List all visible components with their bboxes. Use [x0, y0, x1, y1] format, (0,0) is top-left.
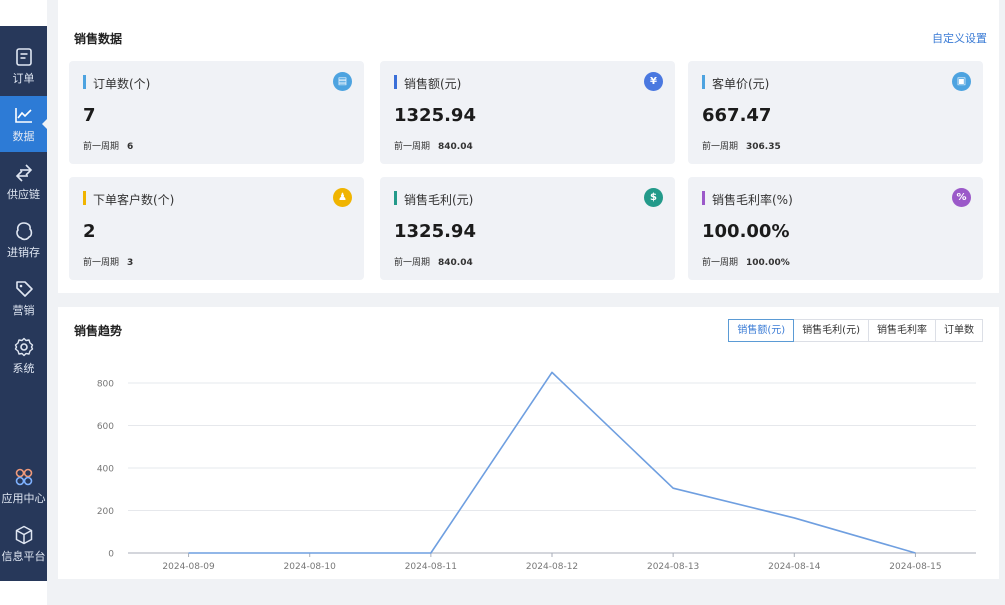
- sidebar-item-system[interactable]: 系统: [0, 328, 47, 384]
- x-tick-label: 2024-08-12: [526, 562, 578, 572]
- previous-period-label: 前一周期: [83, 142, 120, 152]
- sidebar-item-label: 进销存: [7, 246, 40, 259]
- x-tick-label: 2024-08-09: [162, 562, 215, 572]
- sidebar-item-label: 订单: [12, 72, 35, 85]
- stat-card-gross-profit: 销售毛利(元) $1325.94 前一周期 840.04: [380, 177, 675, 280]
- sidebar-item-orders[interactable]: 订单: [0, 38, 47, 94]
- stat-card-sales-amount: 销售额(元) ¥1325.94 前一周期 840.04: [380, 61, 675, 164]
- previous-period-label: 前一周期: [83, 258, 120, 268]
- stat-card-avg-order-value: 客单价(元) ▣ 667.47 前一周期 306.35: [688, 61, 983, 164]
- sales-trend-chart: 0 200 400 600 800 2024-08-09 2024-08-10 2024-08…: [97, 371, 976, 572]
- stat-value: 1325.94: [394, 221, 476, 242]
- previous-period-value: 840.04: [438, 258, 473, 268]
- previous-period-label: 前一周期: [394, 142, 431, 152]
- previous-period-value: 840.04: [438, 142, 473, 152]
- previous-period: 前一周期 100.00%: [702, 255, 790, 268]
- section-title: 销售数据: [74, 32, 123, 46]
- stat-value: 2: [83, 221, 96, 242]
- x-tick-label: 2024-08-15: [889, 562, 941, 572]
- stat-label: 订单数(个): [83, 75, 150, 92]
- order-icon: [15, 48, 32, 66]
- exchange-icon: [15, 164, 32, 182]
- sidebar-item-info-platform[interactable]: 信息平台: [0, 516, 47, 572]
- previous-period: 前一周期 840.04: [394, 139, 473, 152]
- previous-period: 前一周期 6: [83, 139, 133, 152]
- yen-icon: ¥: [644, 72, 663, 91]
- x-tick-label: 2024-08-11: [405, 562, 457, 572]
- x-tick-label: 2024-08-13: [647, 562, 699, 572]
- sidebar-item-label: 供应链: [7, 188, 40, 201]
- x-tick-label: 2024-08-10: [284, 562, 337, 572]
- document-icon: ▤: [333, 72, 352, 91]
- stat-card-gross-margin: 销售毛利率(%)% 100.00% 前一周期 100.00%: [688, 177, 983, 280]
- sidebar: 订单 数据 供应链 进销存 营销 系统 应用中心 信息平台: [0, 26, 48, 581]
- stat-value: 100.00%: [702, 221, 790, 242]
- app-center-icon: [15, 468, 32, 486]
- stat-value: 667.47: [702, 105, 772, 126]
- stat-card-order-count: 订单数(个) ▤ 7 前一周期 6: [69, 61, 364, 164]
- previous-period-value: 6: [127, 142, 134, 152]
- tab-gross-margin[interactable]: 销售毛利率: [868, 319, 936, 342]
- sidebar-item-label: 信息平台: [1, 550, 46, 563]
- stat-label: 销售毛利(元): [394, 191, 473, 208]
- x-tick-label: 2024-08-14: [768, 562, 821, 572]
- y-tick-label: 600: [97, 422, 114, 432]
- stat-card-customer-count: 下单客户数(个) ♟ 2 前一周期 3: [69, 177, 364, 280]
- y-tick-label: 800: [97, 380, 114, 390]
- stat-value: 7: [83, 105, 96, 126]
- sales-data-panel: 销售数据 自定义设置 订单数(个) ▤ 7 前一周期 6 销售额(元) ¥1325.94 前一…: [58, 0, 999, 293]
- custom-settings-link[interactable]: 自定义设置: [932, 32, 987, 45]
- sidebar-item-label: 应用中心: [1, 492, 46, 505]
- previous-period-label: 前一周期: [702, 142, 739, 152]
- gear-icon: [14, 337, 33, 357]
- receipt-icon: ▣: [952, 72, 971, 91]
- previous-period: 前一周期 3: [83, 255, 133, 268]
- sidebar-item-label: 营销: [12, 304, 35, 317]
- stat-label: 下单客户数(个): [83, 191, 174, 208]
- money-bag-icon: $: [644, 188, 663, 207]
- sales-trend-panel: 销售趋势 销售额(元) 销售毛利(元) 销售毛利率 订单数 0 200 400 600…: [58, 307, 999, 579]
- y-tick-label: 0: [108, 550, 114, 560]
- stat-label: 销售毛利率(%): [702, 191, 793, 208]
- previous-period-label: 前一周期: [394, 258, 431, 268]
- tag-icon: [15, 281, 33, 297]
- previous-period-value: 306.35: [746, 142, 781, 152]
- previous-period-label: 前一周期: [702, 258, 739, 268]
- chart-line-icon: [14, 108, 32, 123]
- sidebar-item-data[interactable]: 数据: [0, 96, 48, 152]
- stat-label: 销售额(元): [394, 75, 461, 92]
- previous-period: 前一周期 840.04: [394, 255, 473, 268]
- percent-icon: %: [952, 188, 971, 207]
- user-icon: ♟: [333, 188, 352, 207]
- sidebar-item-supply-chain[interactable]: 供应链: [0, 154, 47, 210]
- main-content: 销售数据 自定义设置 订单数(个) ▤ 7 前一周期 6 销售额(元) ¥1325.94 前一…: [47, 0, 1005, 605]
- previous-period: 前一周期 306.35: [702, 139, 781, 152]
- series-line: [188, 371, 916, 554]
- inventory-icon: [15, 222, 32, 241]
- section-title: 销售趋势: [74, 324, 123, 338]
- y-tick-label: 400: [97, 465, 114, 475]
- sidebar-item-label: 系统: [12, 362, 35, 375]
- stat-label: 客单价(元): [702, 75, 769, 92]
- sidebar-item-label: 数据: [12, 130, 35, 143]
- sidebar-item-marketing[interactable]: 营销: [0, 270, 47, 326]
- stat-value: 1325.94: [394, 105, 476, 126]
- tab-sales-amount[interactable]: 销售额(元): [728, 319, 795, 342]
- tab-order-count[interactable]: 订单数: [935, 319, 983, 342]
- sidebar-item-inventory[interactable]: 进销存: [0, 212, 47, 268]
- previous-period-value: 100.00%: [746, 258, 790, 268]
- previous-period-value: 3: [127, 258, 134, 268]
- cube-icon: [15, 525, 32, 545]
- y-tick-label: 200: [97, 507, 114, 517]
- sidebar-item-app-center[interactable]: 应用中心: [0, 458, 47, 514]
- trend-tabs: 销售额(元) 销售毛利(元) 销售毛利率 订单数: [728, 319, 983, 342]
